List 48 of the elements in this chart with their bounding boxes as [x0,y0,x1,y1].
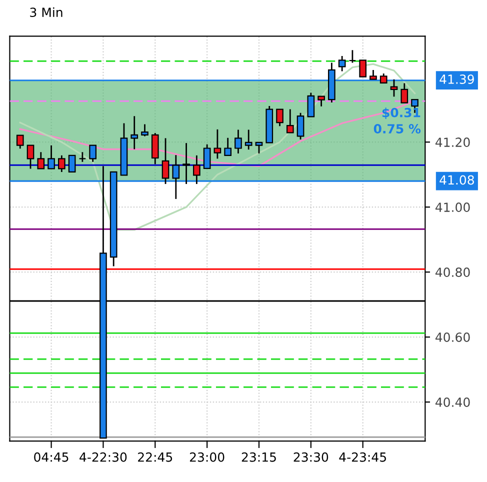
candlestick [255,142,263,154]
y-tick-label: 41.20 [435,138,470,148]
x-tick-label: 23:15 [242,452,276,462]
ref-line-label: 41.08 [440,175,474,185]
candlestick [338,55,346,72]
candlestick [78,151,86,163]
candlestick [234,129,242,154]
candlestick [193,154,200,185]
candlestick [130,115,138,150]
candlestick [380,72,388,84]
candlestick [26,144,34,170]
candlestick [370,69,377,80]
candlestick [48,144,55,170]
candlestick [400,82,408,104]
x-tick-label: 04:45 [34,452,68,462]
candlestick [141,124,148,137]
x-tick-label: 4-23:45 [339,452,386,462]
y-tick-label: 41.00 [435,202,470,212]
y-tick-label: 40.60 [435,332,470,342]
candlestick [318,96,325,108]
x-tick-label: 22:45 [138,452,172,462]
candlestick [58,154,66,173]
candlestick [68,154,76,173]
annotation: $0.31 [382,108,420,119]
candlestick [162,137,170,185]
candlestick [307,92,315,118]
candlestick [276,108,284,127]
candlestick [214,128,222,160]
candlestick [286,108,294,134]
annotation: 0.75 % [374,124,421,134]
x-tick-label: 4-22:30 [80,452,127,462]
y-tick-label: 40.40 [435,398,470,407]
candlestick [16,134,24,150]
y-tick-label: 40.80 [435,268,470,277]
x-tick-label: 23:30 [294,452,328,462]
candlestick [348,49,356,64]
candlestick [359,60,367,78]
candlestick [390,78,398,98]
candlestick [296,112,304,140]
x-tick-label: 23:00 [190,452,224,462]
chart-title: 3 Min [30,7,62,18]
candlestick [224,137,232,156]
ref-line-label: 41.39 [440,74,474,84]
candlestick [244,129,252,150]
candlestick [151,132,159,165]
candlestick [203,144,211,170]
candlestick [37,151,45,170]
candlestick [89,144,96,163]
